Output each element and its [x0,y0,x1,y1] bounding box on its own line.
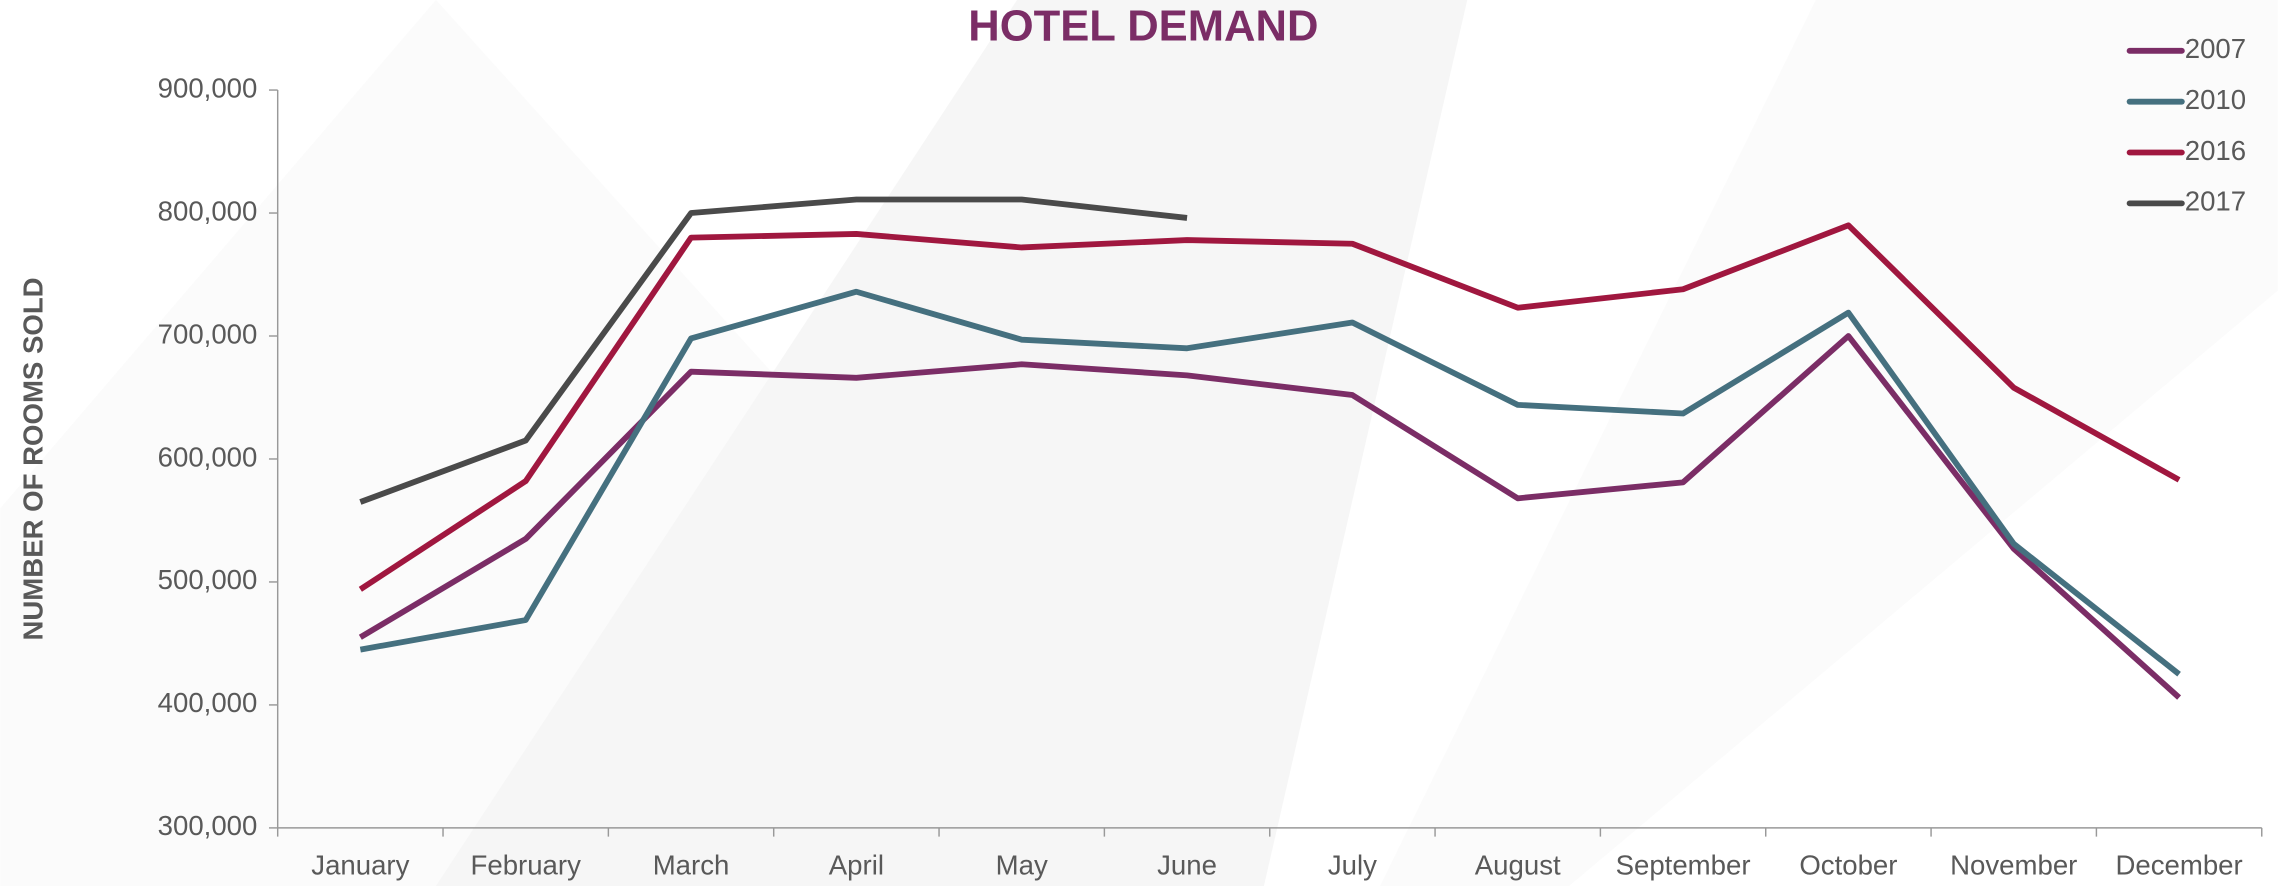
x-tick-label: August [1475,849,1561,880]
line-series [359,288,2181,677]
legend-label: 2016 [2185,135,2246,166]
y-axis-label: NUMBER OF ROOMS SOLD [17,277,48,640]
x-tick-label: November [1950,849,2077,880]
y-tick-label: 900,000 [158,72,258,103]
y-tick-label: 300,000 [158,810,258,841]
x-tick-label: October [1799,849,1897,880]
y-tick-label: 500,000 [158,564,258,595]
x-tick-label: December [2115,849,2242,880]
x-tick-label: May [996,849,1048,880]
x-tick-label: September [1616,849,1751,880]
y-tick-label: 800,000 [158,195,258,226]
line-series [359,196,1188,505]
line-series [358,222,2181,592]
x-tick-label: February [471,849,582,880]
chart-title: HOTEL DEMAND [968,3,1318,51]
legend-label: 2007 [2185,33,2246,64]
legend-label: 2017 [2185,186,2246,217]
x-tick-label: April [829,849,884,880]
line-series [358,333,2182,700]
y-tick-label: 700,000 [158,318,258,349]
legend-label: 2010 [2185,84,2246,115]
x-tick-label: January [311,849,409,880]
y-tick-label: 600,000 [158,441,258,472]
x-tick-label: March [653,849,730,880]
x-tick-label: June [1157,849,1217,880]
x-tick-label: July [1328,849,1377,880]
y-tick-label: 400,000 [158,687,258,718]
